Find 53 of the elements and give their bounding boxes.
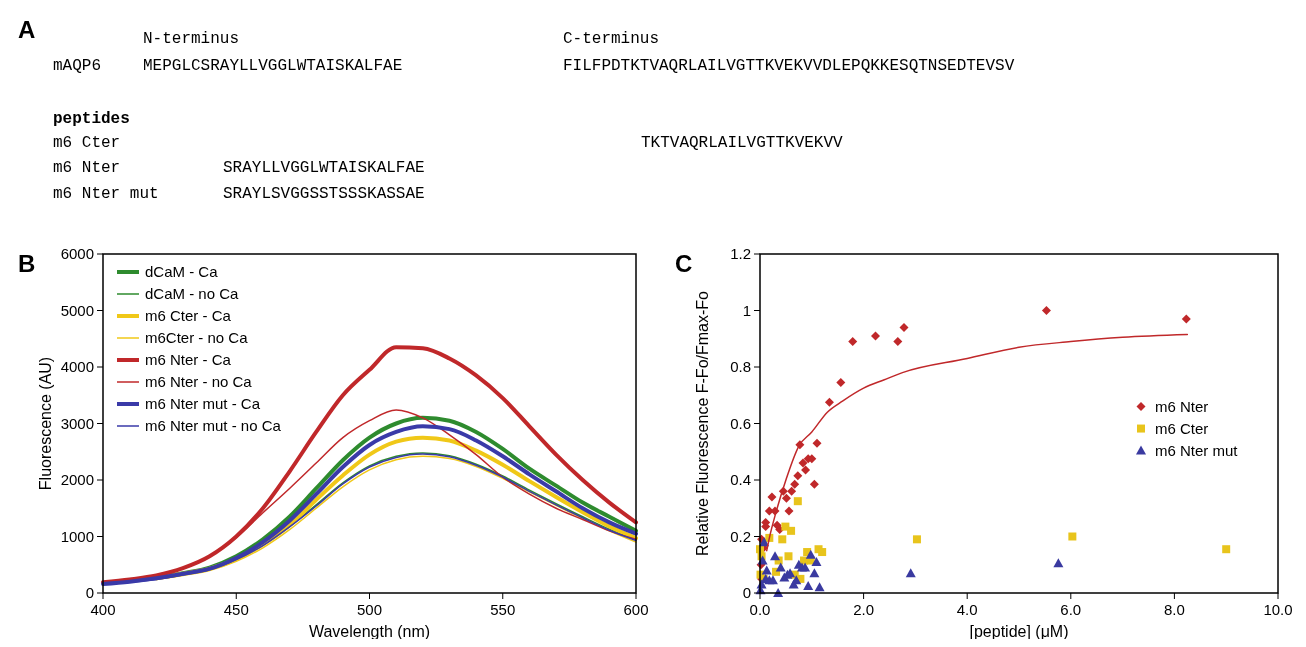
x-tick-label: 6.0 [1060, 601, 1082, 618]
x-tick-label: 2.0 [853, 601, 875, 618]
y-tick-label: 4000 [60, 358, 94, 375]
y-tick-label: 6000 [60, 245, 94, 262]
x-tick-label: 4.0 [956, 601, 978, 618]
legend-label: dCaM - no Ca [145, 285, 240, 302]
y-tick-label: 1000 [60, 527, 94, 545]
legend-label: m6 Cter [1155, 419, 1209, 437]
y-tick-label: 1.2 [730, 245, 751, 262]
text: A [18, 16, 36, 43]
text: SRAYLLVGGLWTAISKALFAE [223, 159, 425, 177]
x-tick-label: 600 [623, 601, 649, 618]
text: peptides [53, 110, 130, 128]
chart-title: B [18, 250, 36, 277]
y-tick-label: 0.2 [730, 527, 751, 545]
legend-label: m6 Nter - no Ca [145, 373, 253, 390]
legend-label: m6 Nter mut - no Ca [145, 417, 282, 434]
legend-label: m6 Nter mut - Ca [145, 395, 261, 412]
legend-label: dCaM - Ca [145, 263, 219, 280]
x-tick-label: 10.0 [1263, 601, 1293, 618]
text: m6 Nter mut [53, 185, 159, 203]
y-tick-label: 3000 [60, 414, 94, 432]
y-tick-label: 0.4 [730, 471, 751, 488]
x-tick-label: 0.0 [749, 601, 771, 618]
x-tick-label: 500 [356, 601, 383, 618]
y-axis-title: Relative Fluorescence F-Fo/Fmax-Fo [694, 290, 711, 556]
legend-label: m6 Cter - Ca [145, 307, 232, 324]
text: TKTVAQRLAILVGTTKVEKVV [641, 134, 844, 152]
text: mAQP6 [53, 57, 102, 75]
text: m6 Cter [53, 134, 121, 152]
text: m6 Nter [53, 159, 121, 177]
y-tick-label: 5000 [60, 301, 94, 319]
text: C-terminus [563, 30, 660, 48]
text: MEPGLCSRAYLLVGGLWTAISKALFAE [143, 57, 403, 75]
y-tick-label: 0.6 [730, 414, 751, 432]
y-tick-label: 1 [742, 301, 751, 319]
y-axis-title: Fluorescence (AU) [37, 356, 54, 491]
x-tick-label: 8.0 [1163, 601, 1185, 618]
legend-label: m6 Nter [1155, 397, 1209, 415]
y-tick-label: 0 [85, 584, 94, 601]
chart-title: C [675, 250, 693, 277]
y-tick-label: 0.8 [730, 358, 751, 375]
text: N-terminus [143, 30, 240, 48]
text: FILFPDTKTVAQRLAILVGTTKVEKVVDLEPQKKESQTNSEDTEVSV [563, 57, 1015, 75]
x-tick-label: 400 [90, 601, 116, 618]
text: SRAYLSVGGSSTSSSKASSAE [223, 185, 425, 203]
x-tick-label: 450 [223, 601, 249, 618]
y-tick-label: 0 [742, 584, 751, 601]
legend-label: m6 Nter - Ca [145, 351, 232, 368]
y-tick-label: 2000 [60, 471, 94, 488]
legend-label: m6Cter - no Ca [145, 329, 249, 346]
x-tick-label: 550 [490, 601, 516, 618]
legend-label: m6 Nter mut [1155, 441, 1239, 459]
